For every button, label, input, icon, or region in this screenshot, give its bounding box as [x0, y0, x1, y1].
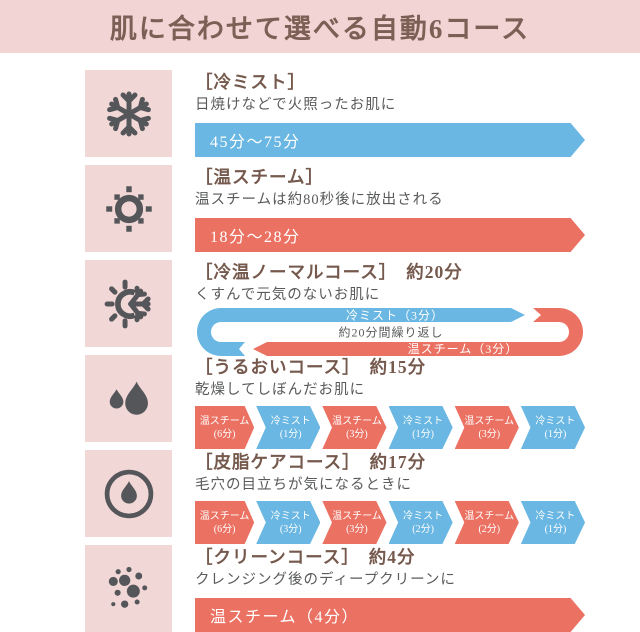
step-chevron: 温スチーム (3分) [322, 501, 387, 544]
step-name: 温スチーム [464, 510, 515, 522]
step-time: (6分) [213, 428, 236, 440]
step-name: 温スチーム [464, 415, 515, 427]
step-name: 温スチーム [332, 510, 382, 522]
icon-tile [85, 260, 172, 347]
bar-label: 18分〜28分 [210, 229, 301, 246]
step-time: (3分) [478, 428, 501, 440]
course-row-warm-steam: ［温スチーム］ 温スチームは約80秒後に放出される 18分〜28分 [85, 165, 640, 260]
step-chevron: 温スチーム (6分) [195, 406, 255, 449]
step-time: (3分) [279, 523, 302, 535]
page-title: 肌に合わせて選べる自動6コース [109, 14, 531, 44]
step-chevron: 冷ミスト (3分) [256, 501, 321, 544]
course-title: ［冷温ノーマルコース］ 約20分 [195, 262, 463, 282]
step-name: 冷ミスト [535, 510, 576, 522]
icon-tile [85, 355, 172, 442]
course-duration: 約17分 [369, 452, 427, 472]
course-row-sebum-care: ［皮脂ケアコース］ 約17分 毛穴の目立ちが気になるときに 温スチーム (6分) 冷… [85, 450, 640, 545]
step-chevron: 冷ミスト (2分) [388, 501, 453, 544]
step-name: 温スチーム [199, 415, 250, 427]
icon-tile [85, 450, 172, 537]
bar-label: 温スチーム（4分） [210, 609, 360, 626]
course-description: クレンジング後のディープクリーンに [195, 572, 456, 588]
course-row-cold-warm-normal: ［冷温ノーマルコース］ 約20分 くすんで元気のないお肌に 冷ミスト（3分） 約2… [85, 260, 640, 356]
course-row-cold-mist: ［冷ミスト］ 日焼けなどで火照ったお肌に 45分〜75分 [85, 70, 640, 165]
steps-sequence: 温スチーム (6分) 冷ミスト (3分) 温スチーム (3分) 冷ミスト (2分) 温ス… [195, 501, 586, 544]
step-chevron: 冷ミスト (1分) [388, 406, 453, 449]
icon-tile [85, 70, 172, 157]
step-time: (3分) [346, 428, 368, 440]
step-name: 冷ミスト [403, 510, 444, 522]
icon-tile [85, 165, 172, 252]
duration-bar: 45分〜75分 [195, 123, 585, 157]
step-time: (1分) [412, 428, 434, 440]
course-description: 毛穴の目立ちが気になるときに [195, 477, 412, 493]
repeat-cycle-diagram: 冷ミスト（3分） 約20分間繰り返し 温スチーム（3分） [197, 308, 583, 356]
clean-particles-icon [108, 566, 147, 608]
course-title: ［うるおいコース］ 約15分 [195, 357, 427, 377]
course-list: ［冷ミスト］ 日焼けなどで火照ったお肌に 45分〜75分 [0, 53, 640, 632]
course-title: ［クリーンコース］ 約4分 [195, 547, 416, 567]
course-title: ［冷ミスト］ [195, 72, 306, 92]
step-time: (2分) [478, 523, 501, 535]
step-time: (1分) [544, 428, 567, 440]
duration-bar: 温スチーム（4分） [195, 598, 585, 632]
icon-tile [85, 545, 172, 632]
step-name: 冷ミスト [270, 510, 311, 522]
course-duration: 約4分 [368, 547, 416, 567]
steps-sequence: 温スチーム (6分) 冷ミスト (1分) 温スチーム (3分) 冷ミスト (1分) 温ス… [195, 406, 586, 449]
step-chevron: 冷ミスト (1分) [520, 406, 586, 449]
course-title: ［皮脂ケアコース］ 約17分 [195, 452, 427, 472]
step-name: 温スチーム [199, 510, 250, 522]
course-duration: 約20分 [406, 262, 463, 282]
sun-icon [105, 185, 152, 232]
sebum-drop-icon [104, 469, 153, 518]
step-time: (1分) [279, 428, 302, 440]
cold-warm-icon [104, 279, 151, 328]
loop-center-label: 約20分間繰り返し [338, 325, 443, 340]
course-description: 日焼けなどで火照ったお肌に [195, 97, 397, 113]
step-chevron: 温スチーム (6分) [195, 501, 255, 544]
course-duration: 約15分 [369, 357, 427, 377]
step-time: (2分) [412, 523, 434, 535]
duration-bar: 18分〜28分 [195, 218, 585, 252]
loop-top-label: 冷ミスト（3分） [346, 309, 444, 323]
snowflake-icon [106, 90, 151, 137]
loop-bottom-label: 温スチーム（3分） [408, 342, 519, 356]
course-description: 乾燥してしぼんだお肌に [195, 382, 366, 398]
course-row-moisturizing: ［うるおいコース］ 約15分 乾燥してしぼんだお肌に 温スチーム (6分) 冷ミスト… [85, 355, 640, 450]
bar-label: 45分〜75分 [210, 134, 301, 151]
step-chevron: 温スチーム (3分) [322, 406, 387, 449]
water-drops-icon [109, 381, 148, 415]
course-description: 温スチームは約80秒後に放出される [195, 192, 444, 208]
step-chevron: 温スチーム (3分) [454, 406, 519, 449]
step-time: (3分) [346, 523, 368, 535]
course-row-clean: ［クリーンコース］ 約4分 クレンジング後のディープクリーンに 温スチーム（4分） [85, 545, 640, 632]
step-chevron: 冷ミスト (1分) [256, 406, 321, 449]
page-header: 肌に合わせて選べる自動6コース [0, 0, 640, 53]
course-title: ［温スチーム］ [195, 167, 324, 187]
step-name: 冷ミスト [270, 415, 311, 427]
step-chevron: 温スチーム (2分) [454, 501, 519, 544]
step-time: (1分) [544, 523, 567, 535]
step-name: 冷ミスト [403, 415, 444, 427]
step-name: 冷ミスト [535, 415, 576, 427]
step-chevron: 冷ミスト (1分) [520, 501, 586, 544]
step-name: 温スチーム [332, 415, 382, 427]
course-description: くすんで元気のないお肌に [195, 287, 381, 303]
step-time: (6分) [213, 523, 236, 535]
